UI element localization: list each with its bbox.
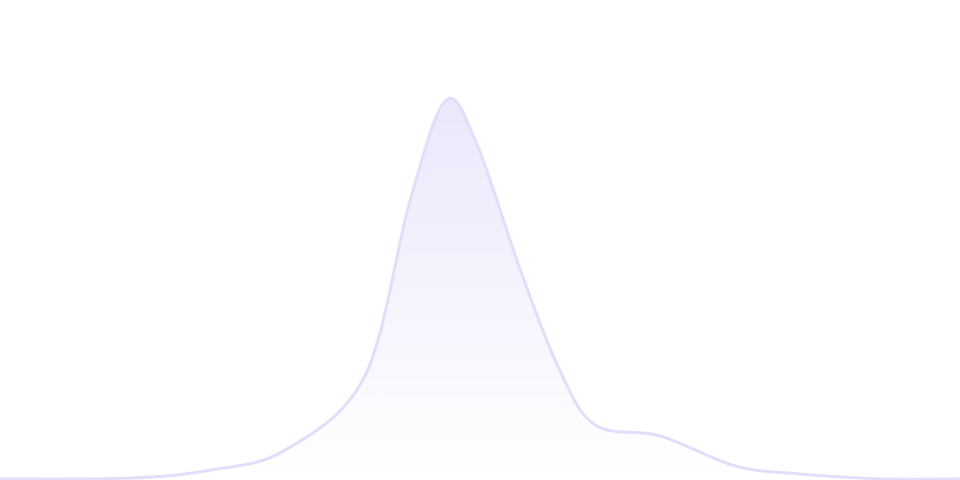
series-line	[0, 97, 960, 480]
area-fill	[0, 98, 960, 480]
